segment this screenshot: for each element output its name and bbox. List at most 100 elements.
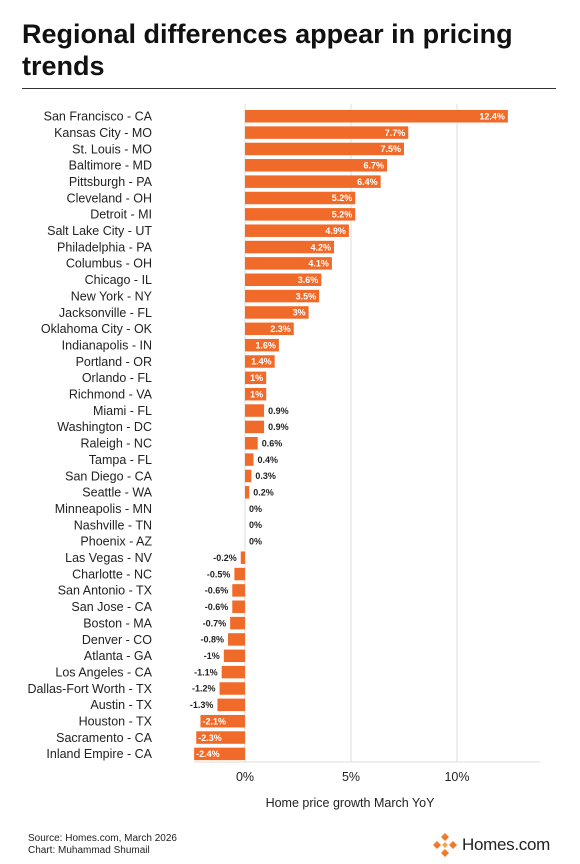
- category-label: Minneapolis - MN: [55, 502, 152, 516]
- category-label: Nashville - TN: [74, 518, 152, 532]
- bar: [232, 584, 245, 597]
- bar: [245, 110, 508, 123]
- category-label: San Jose - CA: [71, 600, 152, 614]
- value-label: 1.4%: [251, 357, 272, 367]
- value-label: -2.4%: [196, 749, 220, 759]
- x-tick-label: 10%: [444, 770, 469, 784]
- bar: [245, 257, 332, 270]
- value-label: 0.9%: [268, 406, 289, 416]
- bar: [245, 240, 335, 254]
- category-label: Pittsburgh - PA: [69, 175, 153, 189]
- category-label: Portland - OR: [76, 355, 152, 369]
- value-label: -1.3%: [190, 700, 214, 710]
- category-label: Boston - MA: [83, 616, 152, 630]
- category-label: Austin - TX: [90, 698, 152, 712]
- footer: Source: Homes.com, March 2026 Chart: Muh…: [28, 833, 177, 857]
- bar: [245, 142, 404, 156]
- value-label: 7.5%: [380, 144, 401, 154]
- value-label: -0.6%: [205, 602, 229, 612]
- credit-note: Chart: Muhammad Shumail: [28, 845, 150, 856]
- value-label: 0.3%: [255, 471, 276, 481]
- bar: [245, 191, 356, 205]
- category-label: San Diego - CA: [65, 469, 153, 483]
- x-axis-title: Home price growth March YoY: [266, 796, 435, 810]
- bar: [234, 567, 245, 581]
- bar: [245, 224, 349, 237]
- bar: [245, 306, 309, 319]
- bar: [245, 126, 409, 139]
- value-label: -1%: [204, 651, 220, 661]
- value-label: -2.3%: [198, 733, 222, 743]
- category-label: Jacksonville - FL: [59, 306, 152, 320]
- value-label: 1.6%: [255, 340, 276, 350]
- value-label: -0.8%: [201, 635, 225, 645]
- bar: [245, 486, 250, 499]
- value-label: -1.2%: [192, 684, 216, 694]
- bar: [230, 616, 245, 630]
- value-label: 0%: [249, 520, 262, 530]
- value-label: 1%: [250, 389, 263, 399]
- value-label: 0%: [249, 504, 262, 514]
- value-label: 3.5%: [296, 291, 317, 301]
- title-divider: [22, 88, 556, 89]
- category-label: Phoenix - AZ: [80, 535, 152, 549]
- bar: [245, 289, 320, 303]
- value-label: 0%: [249, 537, 262, 547]
- category-label: Salt Lake City - UT: [47, 224, 152, 238]
- value-label: 6.4%: [357, 177, 378, 187]
- value-label: 12.4%: [479, 111, 505, 121]
- category-label: Oklahoma City - OK: [41, 322, 153, 336]
- bar: [228, 633, 245, 646]
- bar: [245, 371, 267, 385]
- bar: [194, 747, 245, 761]
- category-labels: San Francisco - CA Kansas City - MO St. Lo…: [27, 110, 152, 762]
- category-label: Sacramento - CA: [56, 731, 153, 745]
- homes-logo: Homes.com: [432, 832, 550, 858]
- bar: [245, 387, 267, 401]
- category-label: Washington - DC: [57, 420, 152, 434]
- chart-title: Regional differences appear in pricing t…: [22, 19, 513, 81]
- bar: [200, 714, 245, 728]
- category-label: Kansas City - MO: [54, 126, 152, 140]
- x-tick-labels: 0% 5% 10%: [236, 770, 470, 784]
- value-label: 3%: [293, 308, 306, 318]
- bar: [245, 159, 388, 172]
- value-label: 3.6%: [298, 275, 319, 285]
- value-label: 4.2%: [311, 242, 332, 252]
- value-label: 0.6%: [262, 438, 283, 448]
- category-label: Dallas-Fort Worth - TX: [27, 682, 152, 696]
- logo-text: Homes.com: [462, 835, 550, 854]
- x-tick-label: 0%: [236, 770, 254, 784]
- value-label: 6.7%: [364, 161, 385, 171]
- bar: [245, 453, 254, 466]
- bar: [245, 404, 265, 417]
- value-label: 0.9%: [268, 422, 289, 432]
- value-label: -0.5%: [207, 569, 231, 579]
- bars: [194, 110, 508, 761]
- category-label: Denver - CO: [82, 633, 152, 647]
- bar: [245, 208, 356, 221]
- category-label: Richmond - VA: [69, 388, 153, 402]
- value-labels: 12.4% 7.7% 7.5% 6.7% 6.4% 5.2% 5.2% 4.9% 4.2% 4.1…: [190, 111, 505, 759]
- value-label: -1.1%: [194, 667, 218, 677]
- category-label: San Antonio - TX: [58, 584, 153, 598]
- category-label: New York - NY: [71, 289, 153, 303]
- category-label: Los Angeles - CA: [55, 665, 152, 679]
- category-label: Miami - FL: [93, 404, 152, 418]
- homes-logo-icon: [433, 833, 457, 857]
- value-label: 4.1%: [308, 259, 329, 269]
- bar: [245, 437, 258, 450]
- value-label: -0.7%: [203, 618, 227, 628]
- bar-chart: San Francisco - CA Kansas City - MO St. Lo…: [27, 104, 540, 810]
- value-label: -0.6%: [205, 586, 229, 596]
- bar: [232, 600, 245, 613]
- value-label: 4.9%: [325, 226, 346, 236]
- value-label: -0.2%: [213, 553, 237, 563]
- bar: [245, 175, 381, 188]
- value-label: -2.1%: [202, 716, 226, 726]
- bar: [217, 698, 245, 712]
- category-label: Indianapolis - IN: [62, 338, 152, 352]
- category-label: Las Vegas - NV: [65, 551, 153, 565]
- bar: [240, 551, 245, 564]
- bar: [221, 665, 245, 679]
